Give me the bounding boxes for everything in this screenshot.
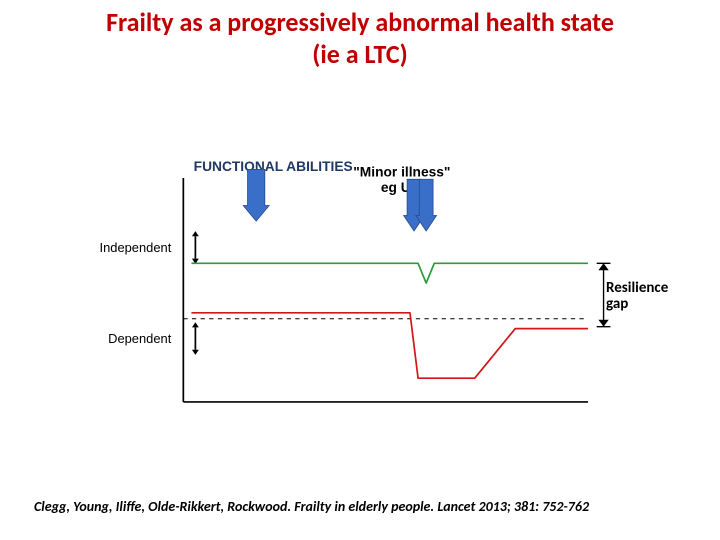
svg-text:Independent: Independent bbox=[99, 240, 171, 255]
svg-text:"Minor illness": "Minor illness" bbox=[353, 164, 450, 179]
slide: Frailty as a progressively abnormal heal… bbox=[0, 0, 720, 540]
svg-text:Dependent: Dependent bbox=[108, 331, 172, 346]
title-line2: (ie a LTC) bbox=[0, 38, 720, 70]
chart: FUNCTIONAL ABILITIES Independent Dependent… bbox=[80, 130, 580, 430]
resilience-gap-label: Resilience gap bbox=[606, 280, 668, 313]
resilience-line2: gap bbox=[606, 296, 668, 313]
resilience-line1: Resilience bbox=[606, 280, 668, 297]
slide-title: Frailty as a progressively abnormal heal… bbox=[0, 6, 720, 70]
title-line1: Frailty as a progressively abnormal heal… bbox=[0, 6, 720, 38]
svg-text:FUNCTIONAL ABILITIES: FUNCTIONAL ABILITIES bbox=[194, 159, 353, 174]
citation: Clegg, Young, Iliffe, Olde-Rikkert, Rock… bbox=[34, 498, 589, 515]
